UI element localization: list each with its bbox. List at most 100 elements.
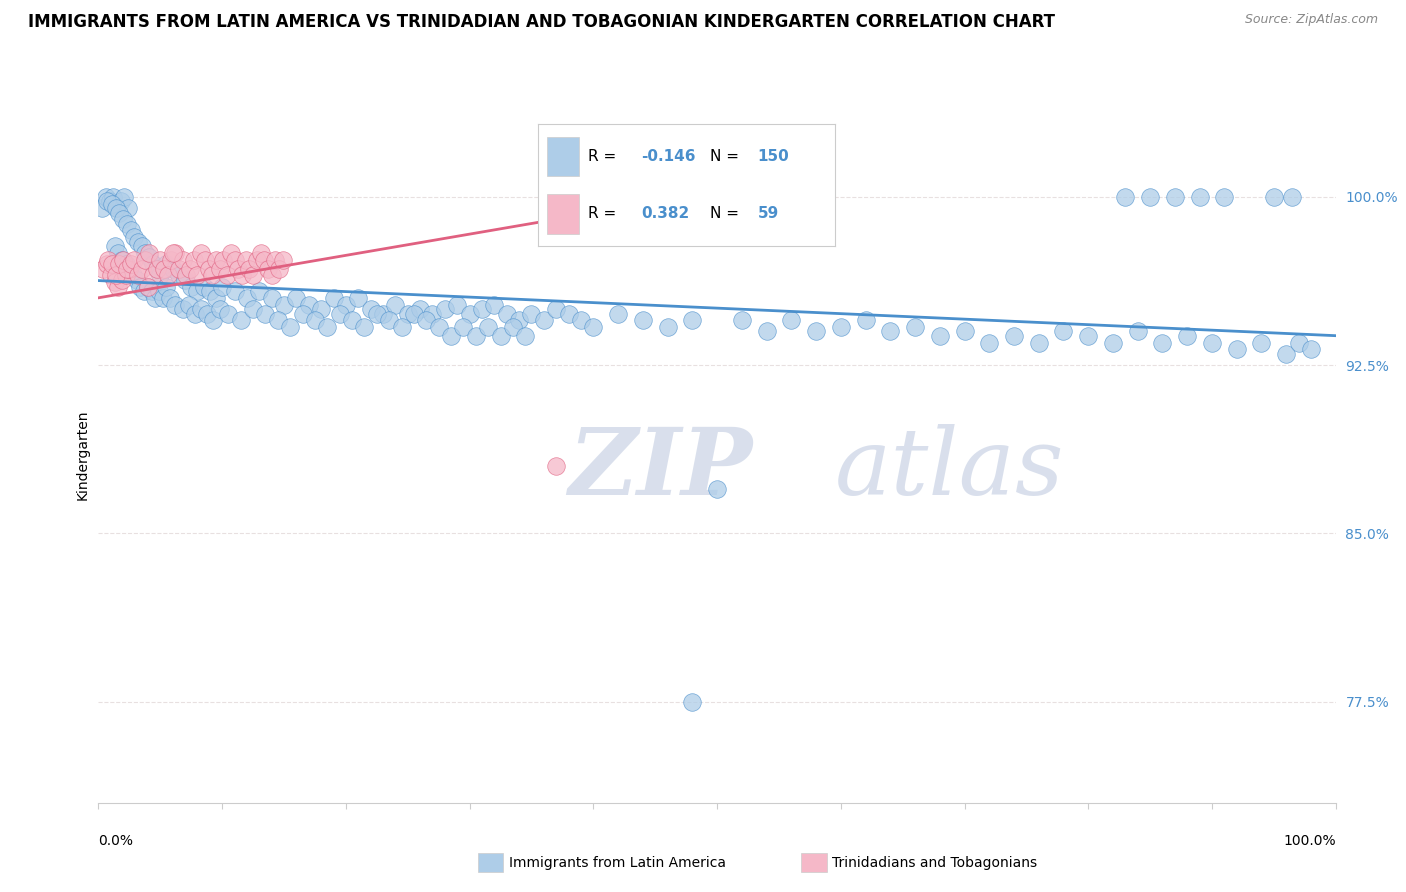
Point <box>152 291 174 305</box>
Point <box>167 268 190 283</box>
Point <box>1139 190 1161 204</box>
Point <box>165 246 187 260</box>
Point <box>93 261 115 276</box>
Point <box>186 284 208 298</box>
Point <box>731 313 754 327</box>
Point <box>453 320 475 334</box>
Point <box>446 297 468 311</box>
Point <box>153 261 176 276</box>
Text: 100.0%: 100.0% <box>1284 834 1336 848</box>
Point <box>830 320 852 334</box>
Point <box>464 329 486 343</box>
Point <box>471 301 494 316</box>
Point <box>681 313 703 327</box>
Point <box>112 190 135 204</box>
Point <box>179 261 201 276</box>
Point <box>148 284 170 298</box>
Point <box>103 190 125 204</box>
Point <box>112 212 135 227</box>
Point <box>242 268 264 283</box>
Point <box>273 297 295 311</box>
Point <box>114 257 136 271</box>
Point <box>115 217 138 231</box>
Point <box>1077 329 1099 343</box>
Point <box>322 291 344 305</box>
Point <box>167 261 190 276</box>
Y-axis label: Kindergarten: Kindergarten <box>76 409 90 500</box>
Point <box>1164 190 1187 204</box>
Point <box>108 205 131 219</box>
Point <box>219 246 242 260</box>
Point <box>145 261 167 276</box>
Point <box>340 313 363 327</box>
Point <box>110 194 132 209</box>
Point <box>1250 335 1272 350</box>
Point <box>120 223 142 237</box>
Point <box>484 297 506 311</box>
Point <box>1213 190 1236 204</box>
Point <box>174 273 197 287</box>
Point <box>212 252 235 267</box>
Point <box>631 313 654 327</box>
Point <box>136 279 159 293</box>
Point <box>1226 343 1249 357</box>
Point <box>122 268 145 283</box>
Point <box>1201 335 1223 350</box>
Point <box>427 320 450 334</box>
Point <box>138 246 160 260</box>
Point <box>271 252 294 267</box>
Point <box>94 190 117 204</box>
Point <box>278 320 301 334</box>
Point <box>433 301 456 316</box>
Point <box>97 252 120 267</box>
Point <box>335 297 357 311</box>
Point <box>298 297 321 311</box>
Point <box>143 291 166 305</box>
Point <box>257 261 280 276</box>
Point <box>165 297 187 311</box>
Point <box>205 291 228 305</box>
Point <box>127 235 149 249</box>
Point <box>104 201 127 215</box>
Point <box>131 239 153 253</box>
Point <box>138 251 160 265</box>
Point <box>134 252 156 267</box>
Point <box>141 284 163 298</box>
Point <box>755 325 778 339</box>
Point <box>107 246 129 260</box>
Point <box>979 335 1001 350</box>
Point <box>1275 347 1298 361</box>
Point <box>1102 335 1125 350</box>
Point <box>202 313 225 327</box>
Point <box>1175 329 1198 343</box>
Point <box>131 261 153 276</box>
Point <box>495 306 517 320</box>
Point <box>108 257 131 271</box>
Point <box>224 252 246 267</box>
Point <box>953 325 976 339</box>
Point <box>198 284 221 298</box>
Point <box>242 301 264 316</box>
Point <box>105 201 128 215</box>
Point <box>134 284 156 298</box>
Point <box>316 320 339 334</box>
Point <box>183 252 205 267</box>
Point <box>304 313 326 327</box>
Point <box>124 230 146 244</box>
Point <box>253 252 276 267</box>
Point <box>217 268 239 283</box>
Point <box>145 261 167 276</box>
Point <box>186 268 208 283</box>
Point <box>378 313 401 327</box>
Point <box>291 306 314 320</box>
Point <box>100 268 122 283</box>
Point <box>98 194 121 209</box>
Point <box>96 194 118 209</box>
Point <box>172 301 194 316</box>
Point <box>904 320 927 334</box>
Point <box>396 306 419 320</box>
Point <box>267 261 290 276</box>
Point <box>681 695 703 709</box>
Point <box>142 268 165 283</box>
Point <box>156 268 179 283</box>
